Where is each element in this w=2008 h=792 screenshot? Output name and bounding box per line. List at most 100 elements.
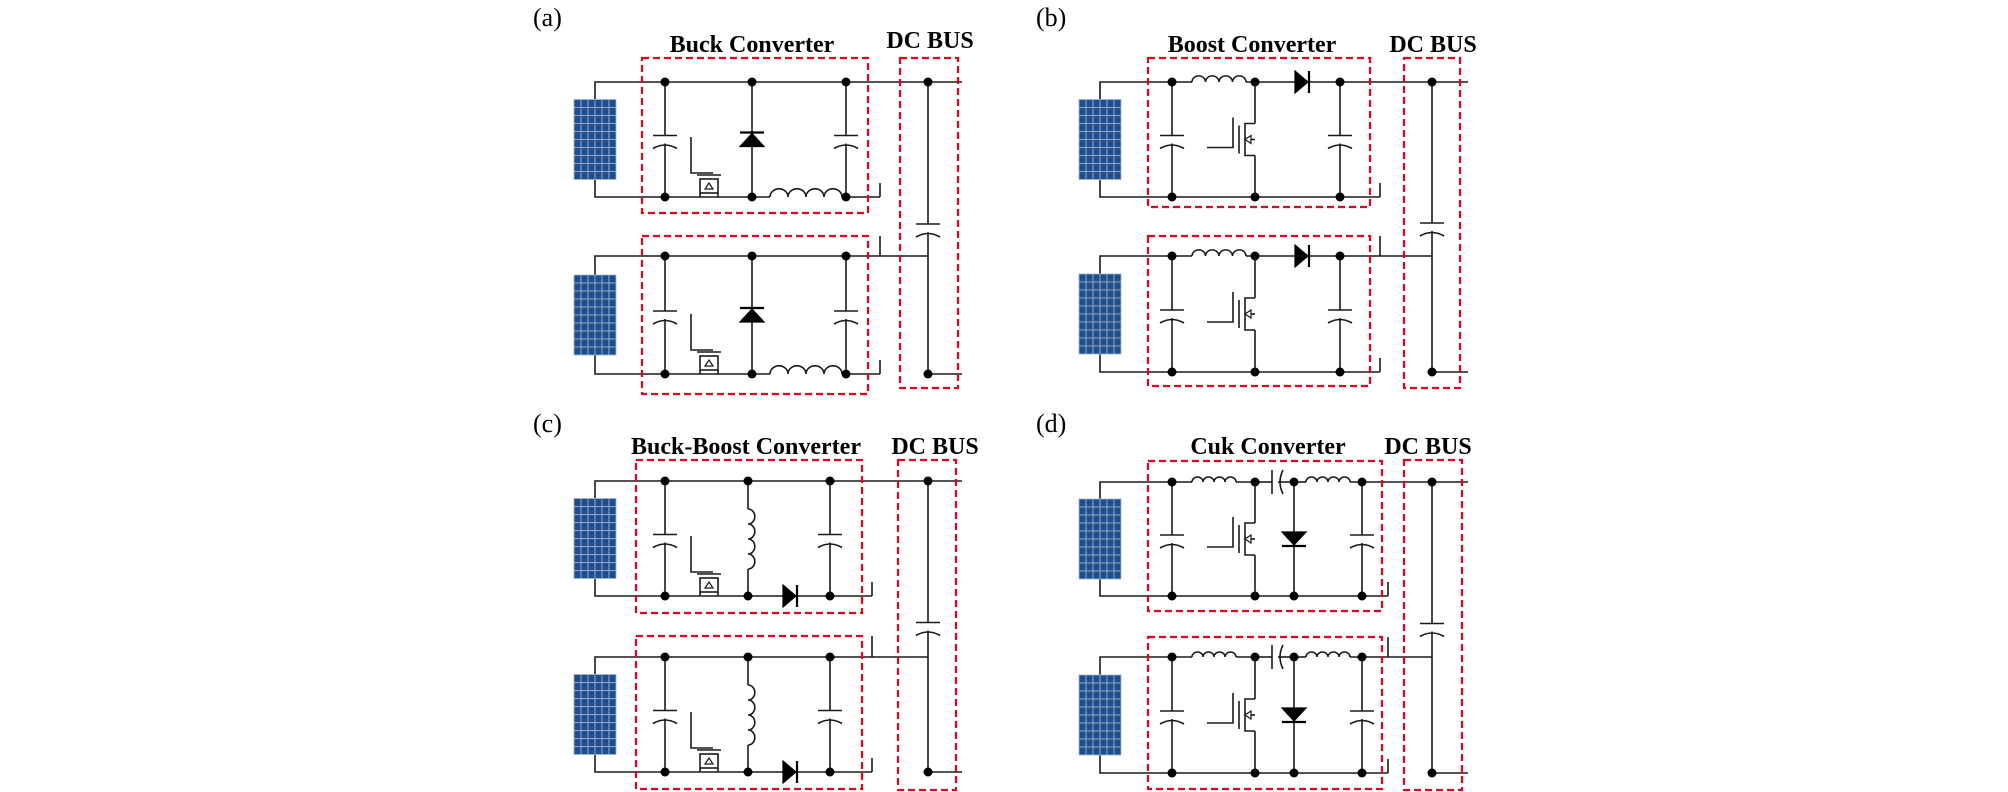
capacitor-plate xyxy=(1349,543,1375,549)
pv-cell xyxy=(608,139,617,148)
junction-dot xyxy=(747,77,757,87)
mosfet-switch xyxy=(1207,82,1256,197)
pv-cell xyxy=(1106,99,1115,108)
pv-cell xyxy=(1078,281,1087,291)
converter-boundary xyxy=(1146,234,1372,388)
pv-cell xyxy=(580,682,589,691)
junction-dot xyxy=(660,77,670,87)
pv-cell xyxy=(580,346,589,356)
pv-cell xyxy=(1078,297,1087,307)
pv-cell xyxy=(1085,706,1094,716)
pv-cell xyxy=(1092,155,1101,164)
pv-cell xyxy=(1092,706,1101,716)
pv-cell xyxy=(1092,163,1101,172)
pv-cell xyxy=(594,123,603,132)
junction-dot xyxy=(825,652,835,662)
pv-cell xyxy=(1078,562,1087,572)
pv-cell xyxy=(580,99,589,108)
pv-cell xyxy=(1099,530,1108,540)
pv-cell xyxy=(1085,682,1094,692)
pv-cell xyxy=(601,330,610,340)
pv-cell xyxy=(580,714,589,723)
pv-cell xyxy=(1113,107,1122,116)
diode xyxy=(1294,69,1309,95)
pv-cell xyxy=(594,738,603,747)
pv-cell xyxy=(608,682,617,691)
pv-cell xyxy=(608,306,617,316)
pv-cell xyxy=(580,338,589,348)
pv-cell xyxy=(587,274,596,284)
pv-cell xyxy=(580,514,589,523)
pv-cell xyxy=(1106,506,1115,516)
wire xyxy=(1207,517,1234,548)
pv-cell xyxy=(601,562,610,571)
pv-cell xyxy=(573,506,582,515)
pv-cell xyxy=(580,123,589,132)
pv-cell xyxy=(1092,297,1101,307)
pv-cell xyxy=(594,107,603,116)
pv-cell xyxy=(594,706,603,715)
pv-cell xyxy=(573,722,582,731)
pv-cell xyxy=(1106,546,1115,556)
inductor xyxy=(1191,249,1247,257)
pv-cell xyxy=(587,682,596,691)
pv-cell xyxy=(1092,738,1101,748)
pv-cell xyxy=(1099,690,1108,700)
pv-cell xyxy=(594,282,603,292)
pv-cell xyxy=(601,522,610,531)
pv-cell xyxy=(580,674,589,683)
pv-cell xyxy=(601,298,610,308)
capacitor-plate xyxy=(1159,144,1185,150)
pv-cell xyxy=(587,562,596,571)
pv-cell xyxy=(1085,147,1094,156)
pv-cell xyxy=(1092,554,1101,564)
pv-cell xyxy=(594,522,603,531)
pv-cell xyxy=(587,538,596,547)
junction-dot xyxy=(1167,652,1177,662)
mosfet-body xyxy=(699,753,719,769)
pv-panel xyxy=(573,274,617,356)
capacitor-plate xyxy=(915,631,941,637)
pv-cell xyxy=(580,282,589,292)
pv-cell xyxy=(601,746,610,755)
pv-cell xyxy=(1085,546,1094,556)
pv-cell xyxy=(573,163,582,172)
pv-cell xyxy=(587,498,596,507)
pv-cell xyxy=(608,546,617,555)
pv-cell xyxy=(1106,514,1115,524)
pv-cell xyxy=(1078,706,1087,716)
dc-bus-boundary xyxy=(896,458,958,792)
pv-cell xyxy=(573,298,582,308)
pv-cell xyxy=(1099,131,1108,140)
pv-cell xyxy=(1085,115,1094,124)
pv-cell xyxy=(594,546,603,555)
pv-panel xyxy=(1078,99,1122,180)
pv-cell xyxy=(1099,115,1108,124)
pv-cell xyxy=(601,123,610,132)
junction-dot xyxy=(1167,367,1177,377)
pv-cell xyxy=(1085,738,1094,748)
pv-cell xyxy=(1113,682,1122,692)
pv-cell xyxy=(1106,730,1115,740)
pv-cell xyxy=(573,330,582,340)
pv-cell xyxy=(601,554,610,563)
pv-cell xyxy=(1106,297,1115,307)
pv-cell xyxy=(1092,714,1101,724)
wire xyxy=(594,255,665,275)
pv-cell xyxy=(1078,163,1087,172)
panel-d-dc-bus-label: DC BUS xyxy=(1384,434,1471,460)
pv-cell xyxy=(1085,289,1094,299)
pv-cell xyxy=(1085,107,1094,116)
pv-cell xyxy=(594,506,603,515)
pv-cell xyxy=(580,330,589,340)
pv-cell xyxy=(1085,698,1094,708)
pv-cell xyxy=(573,698,582,707)
pv-cell xyxy=(573,714,582,723)
pv-cell xyxy=(608,730,617,739)
junction-dot xyxy=(841,192,851,202)
junction-dot xyxy=(1427,367,1437,377)
pv-cell xyxy=(594,115,603,124)
pv-cell xyxy=(1113,123,1122,132)
panel-c-dc-bus-label: DC BUS xyxy=(891,434,978,460)
pv-cell xyxy=(1099,730,1108,740)
